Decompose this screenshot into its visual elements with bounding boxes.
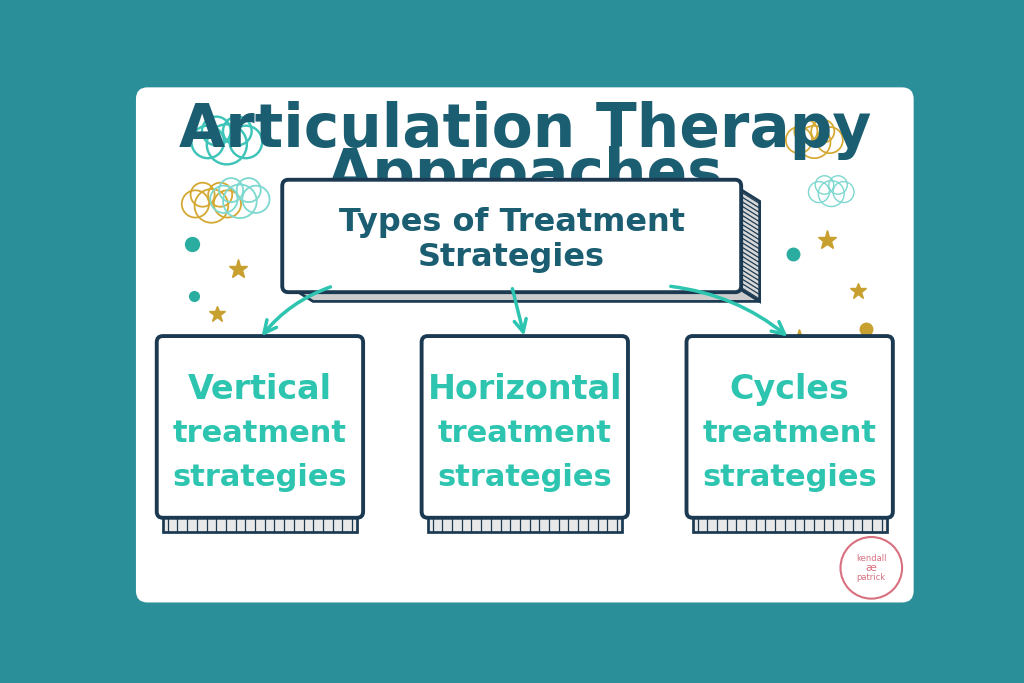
Polygon shape (692, 512, 887, 532)
Circle shape (223, 117, 252, 145)
Circle shape (210, 186, 238, 213)
Polygon shape (163, 512, 357, 532)
Circle shape (816, 127, 843, 153)
Circle shape (195, 189, 228, 223)
Circle shape (243, 186, 269, 213)
Circle shape (190, 183, 215, 207)
Text: Strategies: Strategies (418, 242, 605, 273)
Circle shape (815, 176, 834, 194)
Text: Vertical: Vertical (188, 373, 332, 406)
Circle shape (811, 120, 835, 143)
Circle shape (798, 126, 830, 158)
Text: strategies: strategies (702, 463, 877, 492)
Text: Articulation Therapy: Articulation Therapy (178, 101, 871, 161)
Circle shape (841, 537, 902, 598)
Text: patrick: patrick (857, 573, 886, 583)
FancyBboxPatch shape (283, 180, 741, 292)
Circle shape (182, 191, 209, 218)
Circle shape (207, 124, 247, 165)
Circle shape (834, 182, 854, 203)
FancyBboxPatch shape (422, 336, 628, 518)
Text: Cycles: Cycles (730, 373, 850, 406)
Text: Types of Treatment: Types of Treatment (339, 208, 685, 238)
Circle shape (219, 178, 243, 202)
Circle shape (202, 117, 230, 145)
Circle shape (237, 178, 261, 202)
FancyBboxPatch shape (136, 87, 913, 602)
Polygon shape (289, 286, 760, 301)
Circle shape (818, 181, 844, 206)
Text: æ: æ (866, 563, 877, 573)
Polygon shape (735, 186, 760, 301)
FancyBboxPatch shape (157, 336, 364, 518)
Circle shape (229, 126, 262, 158)
Text: kendall: kendall (856, 554, 887, 563)
Circle shape (214, 191, 241, 218)
Text: treatment: treatment (173, 419, 347, 448)
Text: Horizontal: Horizontal (428, 373, 622, 406)
Text: treatment: treatment (438, 419, 611, 448)
Circle shape (795, 120, 817, 143)
Text: Approaches: Approaches (327, 146, 723, 205)
FancyBboxPatch shape (686, 336, 893, 518)
Polygon shape (428, 512, 622, 532)
Circle shape (223, 184, 257, 218)
Text: strategies: strategies (173, 463, 347, 492)
Text: treatment: treatment (702, 419, 877, 448)
Circle shape (828, 176, 847, 194)
Circle shape (208, 183, 232, 207)
Circle shape (191, 126, 224, 158)
Circle shape (809, 182, 829, 203)
Text: strategies: strategies (437, 463, 612, 492)
Circle shape (785, 127, 812, 153)
